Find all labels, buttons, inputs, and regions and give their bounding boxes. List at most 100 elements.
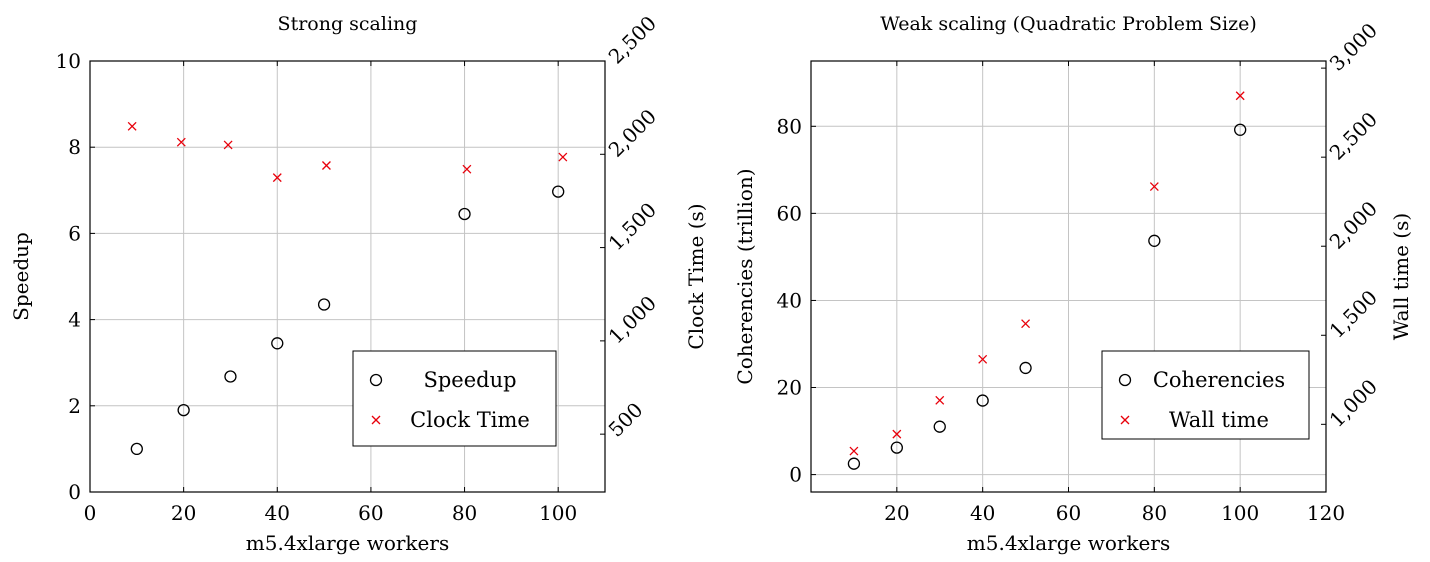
- y-tick-label: 80: [777, 114, 802, 138]
- speedup-point: [317, 298, 331, 311]
- y2-tick-label: 1,500: [1325, 285, 1382, 342]
- x-mark-stroke: [371, 415, 381, 425]
- x-mark-stroke: [1235, 91, 1245, 101]
- speedup-point: [552, 185, 565, 198]
- y-tick-label: 4: [68, 308, 81, 332]
- x-tick-label: 20: [884, 501, 909, 525]
- speedup-point: [458, 207, 471, 221]
- y-tick-label: 10: [56, 49, 81, 73]
- x-mark-stroke: [127, 121, 137, 131]
- y-tick-label: 60: [777, 201, 802, 225]
- x-tick-label: 100: [539, 501, 577, 525]
- x-mark-stroke: [272, 173, 282, 183]
- wall-time-point: [1235, 91, 1245, 101]
- y2-tick-label: 1,500: [604, 198, 661, 255]
- x-tick-label: 100: [1221, 501, 1259, 525]
- coherencies-point: [890, 441, 903, 454]
- x-tick-label: 80: [1142, 501, 1167, 525]
- y-tick-label: 0: [789, 463, 802, 487]
- x-tick-label: 80: [452, 501, 477, 525]
- plot-frame: [810, 60, 1327, 493]
- y2-tick-label: 1,000: [1325, 374, 1382, 431]
- x-axis-label: m5.4xlarge workers: [246, 531, 449, 555]
- x-axis-label: m5.4xlarge workers: [967, 531, 1170, 555]
- y2-tick-label: 500: [604, 398, 648, 442]
- y-axis-label: Coherencies (trillion): [733, 168, 757, 384]
- x-tick-label: 40: [970, 501, 995, 525]
- legend-label-speedup: Speedup: [423, 368, 516, 392]
- coherencies-point: [1148, 234, 1161, 247]
- x-tick-label: 40: [265, 501, 290, 525]
- plot-frame: [89, 60, 606, 493]
- x-tick-label: 0: [84, 501, 97, 525]
- legend: Coherencies Wall time: [1101, 350, 1310, 440]
- speedup-point: [224, 370, 237, 383]
- legend-box: [1101, 350, 1310, 440]
- speedup-point: [130, 442, 143, 456]
- clock-time-point: [558, 152, 568, 162]
- legend-marker-wall-time: [1120, 415, 1130, 425]
- weak-scaling-chart: Weak scaling (Quadratic Problem Size) 20 4…: [733, 13, 1413, 555]
- y2-tick-label: 3,000: [1325, 18, 1382, 75]
- y-tick-label: 2: [68, 394, 81, 418]
- y2-axis-label: Wall time (s): [1389, 213, 1413, 340]
- chart-title: Strong scaling: [278, 13, 418, 35]
- x-mark-stroke: [321, 161, 331, 170]
- y2-tick-label: 2,000: [1325, 196, 1382, 253]
- strong-scaling-chart: Strong scaling 0 20 40 60 80 100 0 2 4 6 8 10 500 1,00…: [9, 11, 708, 555]
- legend: Speedup Clock Time: [352, 350, 557, 447]
- legend-label-clock-time: Clock Time: [410, 408, 530, 432]
- x-tick-label: 60: [358, 501, 383, 525]
- coherencies-point: [1019, 361, 1032, 375]
- clock-time-point: [176, 137, 186, 147]
- y2-tick-label: 2,500: [604, 11, 661, 68]
- speedup-point: [177, 403, 190, 417]
- x-mark-stroke: [462, 164, 472, 174]
- wall-time-point: [1149, 182, 1159, 192]
- x-mark-stroke: [892, 429, 902, 439]
- x-mark-stroke: [223, 140, 233, 150]
- x-mark-stroke: [935, 395, 945, 405]
- clock-time-point: [272, 173, 282, 183]
- y2-tick-label: 2,500: [1325, 107, 1382, 164]
- wall-time-point: [935, 395, 945, 405]
- y-tick-label: 6: [68, 221, 81, 245]
- y2-axis-label: Clock Time (s): [684, 203, 708, 349]
- y-tick-label: 40: [777, 288, 802, 312]
- clock-time-point: [462, 164, 472, 174]
- legend-marker-coherencies: [1118, 373, 1132, 387]
- coherencies-point: [933, 420, 946, 433]
- y-tick-label: 20: [777, 376, 802, 400]
- speedup-point: [271, 337, 284, 350]
- coherencies-point: [1234, 123, 1247, 136]
- legend-marker-clock-time: [371, 415, 381, 425]
- x-mark-stroke: [1021, 319, 1031, 329]
- x-mark-stroke: [849, 446, 859, 456]
- clock-time-point: [321, 161, 331, 170]
- y2-tick-label: 1,000: [604, 291, 661, 348]
- x-tick-label: 60: [1056, 501, 1081, 525]
- x-mark-stroke: [176, 137, 186, 147]
- legend-marker-speedup: [369, 373, 383, 387]
- legend-label-coherencies: Coherencies: [1153, 368, 1285, 392]
- wall-time-point: [1021, 319, 1031, 329]
- x-tick-label: 20: [171, 501, 196, 525]
- coherencies-point: [847, 457, 861, 470]
- x-mark-stroke: [558, 152, 568, 162]
- legend-box: [352, 350, 557, 447]
- x-tick-label: 120: [1307, 501, 1345, 525]
- clock-time-point: [223, 140, 233, 150]
- x-mark-stroke: [1120, 415, 1130, 425]
- x-mark-stroke: [978, 354, 988, 364]
- y-tick-label: 8: [68, 135, 81, 159]
- y-axis-label: Speedup: [9, 232, 33, 321]
- wall-time-point: [978, 354, 988, 364]
- y-tick-label: 0: [68, 480, 81, 504]
- legend-label-wall-time: Wall time: [1169, 408, 1269, 432]
- clock-time-point: [127, 121, 137, 131]
- wall-time-point: [892, 429, 902, 439]
- y2-tick-label: 2,000: [604, 104, 661, 161]
- x-mark-stroke: [1149, 182, 1159, 192]
- chart-title: Weak scaling (Quadratic Problem Size): [880, 13, 1257, 35]
